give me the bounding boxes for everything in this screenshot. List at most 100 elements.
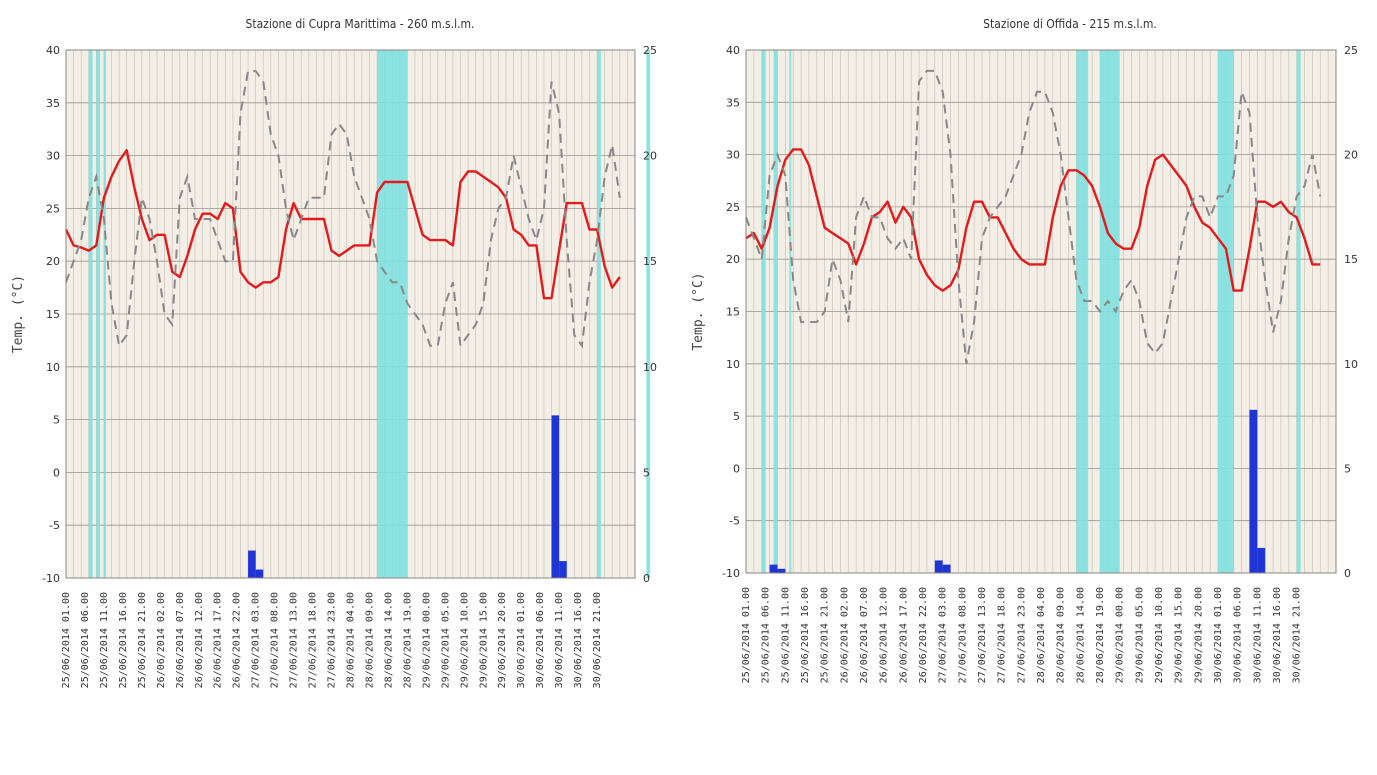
- chart-0-x-tick-label: 30/06/2014 11.00: [554, 592, 565, 688]
- chart-1-y2-tick-label: 25: [1344, 44, 1358, 57]
- chart-0-x-tick-label: 27/06/2014 03.00: [251, 592, 262, 688]
- chart-1-x-tick-label: 27/06/2014 23.00: [1016, 587, 1027, 683]
- chart-0-y-tick-label: 30: [46, 150, 60, 163]
- chart-0-x-tick-label: 29/06/2014 15.00: [478, 592, 489, 688]
- chart-0-x-tick-label: 26/06/2014 12.00: [194, 592, 205, 688]
- chart-1-wet-band: [773, 50, 778, 573]
- chart-1-x-tick-label: 29/06/2014 10.00: [1154, 587, 1165, 683]
- chart-0-humidity-line: [65, 70, 621, 349]
- chart-0-rain-bar: [255, 569, 264, 578]
- chart-0-rain-bar: [551, 415, 560, 578]
- chart-1-x-tick-label: 29/06/2014 20.00: [1193, 587, 1204, 683]
- chart-1-x-tick-label: 27/06/2014 03.00: [938, 587, 949, 683]
- chart-0-x-tick-label: 29/06/2014 05.00: [440, 592, 451, 688]
- chart-0-wet-band: [646, 50, 651, 578]
- chart-1-rain-bar: [934, 560, 943, 573]
- chart-1-y-tick-label: 30: [726, 149, 740, 162]
- chart-1-x-tick-label: 25/06/2014 16.00: [800, 587, 811, 683]
- chart-0-x-tick-label: 27/06/2014 08.00: [270, 592, 281, 688]
- chart-1-x-tick-label: 27/06/2014 08.00: [957, 587, 968, 683]
- chart-1-y-tick-label: 10: [726, 358, 740, 371]
- chart-1-y2-tick-label: 10: [1344, 358, 1358, 371]
- chart-1-rain-bar: [942, 564, 951, 573]
- chart-0-x-tick-label: 25/06/2014 06.00: [80, 592, 91, 688]
- chart-1-y-tick-label: 35: [726, 96, 740, 109]
- chart-0-wet-band: [597, 50, 601, 578]
- chart-0-y2-tick-label: 5: [643, 466, 650, 479]
- chart-0-x-tick-label: 29/06/2014 00.00: [421, 592, 432, 688]
- chart-0-x-tick-label: 30/06/2014 21.00: [592, 592, 603, 688]
- chart-0-x-tick-label: 25/06/2014 01.00: [61, 592, 72, 688]
- chart-1-x-tick-label: 30/06/2014 06.00: [1233, 587, 1244, 683]
- chart-1-wet-band: [1076, 50, 1089, 573]
- chart-0-y2-tick-label: 25: [643, 44, 657, 57]
- chart-1-y-tick-label: 15: [726, 306, 740, 319]
- chart-0-x-tick-label: 28/06/2014 19.00: [402, 592, 413, 688]
- chart-1-y2-tick-label: 15: [1344, 253, 1358, 266]
- chart-1-y-axis-label: Temp. (°C): [691, 272, 706, 350]
- chart-0-x-tick-label: 29/06/2014 10.00: [459, 592, 470, 688]
- chart-0-y-tick-label: 35: [46, 97, 60, 110]
- chart-0-plot-frame: [65, 49, 636, 579]
- chart-1-x-tick-label: 30/06/2014 11.00: [1252, 587, 1263, 683]
- chart-0-y2-tick-label: 10: [643, 361, 657, 374]
- chart-1-y-tick-label: 40: [726, 44, 740, 57]
- chart-0-y2-tick-label: 0: [643, 572, 650, 585]
- chart-1-wet-band: [1100, 50, 1120, 573]
- chart-1-y2-tick-label: 5: [1344, 462, 1351, 475]
- chart-0-rain-bar: [248, 550, 256, 578]
- chart-0-wet-periods: [88, 50, 651, 578]
- chart-0-rain-bar: [559, 561, 567, 578]
- chart-1-y-tick-label: 0: [733, 462, 740, 475]
- chart-1-wet-periods: [761, 50, 1301, 573]
- chart-0-y2-tick-label: 15: [643, 255, 657, 268]
- chart-0-y2-tick-label: 20: [643, 150, 657, 163]
- chart-0-y-tick-label: 15: [46, 308, 60, 321]
- chart-0-y-tick-label: 40: [46, 44, 60, 57]
- chart-0-y-tick-label: 0: [53, 466, 60, 479]
- chart-1-x-tick-label: 28/06/2014 19.00: [1095, 587, 1106, 683]
- chart-1-x-tick-label: 29/06/2014 00.00: [1115, 587, 1126, 683]
- chart-1-wet-band: [789, 50, 792, 573]
- chart-1-title: Stazione di Offida - 215 m.s.l.m.: [983, 17, 1157, 31]
- chart-1-x-tick-label: 28/06/2014 14.00: [1075, 587, 1086, 683]
- chart-0-temperature-line: [64, 149, 621, 300]
- chart-canvas-right: 40 35 30 25 20 15 10 5 0 -5 -10 25 20 15 10 5 0 Stazione …: [691, 17, 1358, 683]
- chart-1-x-tick-label: 26/06/2014 12.00: [879, 587, 890, 683]
- chart-0-y-tick-label: -10: [42, 572, 60, 585]
- chart-0-y-tick-label: -5: [49, 519, 60, 532]
- chart-0-x-tick-label: 26/06/2014 02.00: [156, 592, 167, 688]
- chart-0-y-tick-label: 20: [46, 255, 60, 268]
- chart-1-x-tick-label: 28/06/2014 09.00: [1056, 587, 1067, 683]
- chart-1-y-tick-label: -5: [729, 515, 740, 528]
- chart-1-plot-frame: [745, 49, 1337, 574]
- chart-1-y-tick-label: 20: [726, 253, 740, 266]
- chart-0-x-tick-label: 25/06/2014 16.00: [118, 592, 129, 688]
- chart-1-temperature-line: [745, 148, 1321, 292]
- chart-0-x-tick-label: 30/06/2014 06.00: [535, 592, 546, 688]
- chart-1-y-tick-label: -10: [722, 567, 740, 580]
- chart-0-x-tick-label: 26/06/2014 07.00: [175, 592, 186, 688]
- chart-0-y-tick-label: 25: [46, 202, 60, 215]
- chart-1-x-tick-label: 30/06/2014 21.00: [1292, 587, 1303, 683]
- chart-1-x-tick-label: 29/06/2014 05.00: [1134, 587, 1145, 683]
- chart-1-y-tick-label: 25: [726, 201, 740, 214]
- chart-1-y-tick-label: 5: [733, 410, 740, 423]
- chart-1-x-tick-label: 26/06/2014 22.00: [918, 587, 929, 683]
- chart-1-humidity-line: [745, 69, 1322, 364]
- chart-1-rain-bars: [769, 409, 1266, 573]
- chart-0-wet-band: [103, 50, 106, 578]
- chart-1-x-tick-label: 26/06/2014 07.00: [859, 587, 870, 683]
- chart-1-wet-band: [1218, 50, 1234, 573]
- chart-1-y2-tick-label: 0: [1344, 567, 1351, 580]
- chart-0-x-tick-label: 26/06/2014 22.00: [232, 592, 243, 688]
- chart-1-x-tick-label: 26/06/2014 02.00: [839, 587, 850, 683]
- chart-0-rain-bars: [248, 415, 567, 578]
- chart-0-y-axis-label: Temp. (°C): [11, 275, 26, 353]
- chart-0-x-tick-label: 27/06/2014 23.00: [327, 592, 338, 688]
- chart-0-wet-band: [88, 50, 93, 578]
- chart-0-x-tick-label: 27/06/2014 13.00: [289, 592, 300, 688]
- chart-cupra-marittima: 40 35 30 25 20 15 10 5 0 -5 -10 25 20 15 10 5 0 Stazione …: [0, 0, 688, 775]
- chart-1-x-tick-label: 30/06/2014 16.00: [1272, 587, 1283, 683]
- chart-0-x-tick-label: 25/06/2014 11.00: [99, 592, 110, 688]
